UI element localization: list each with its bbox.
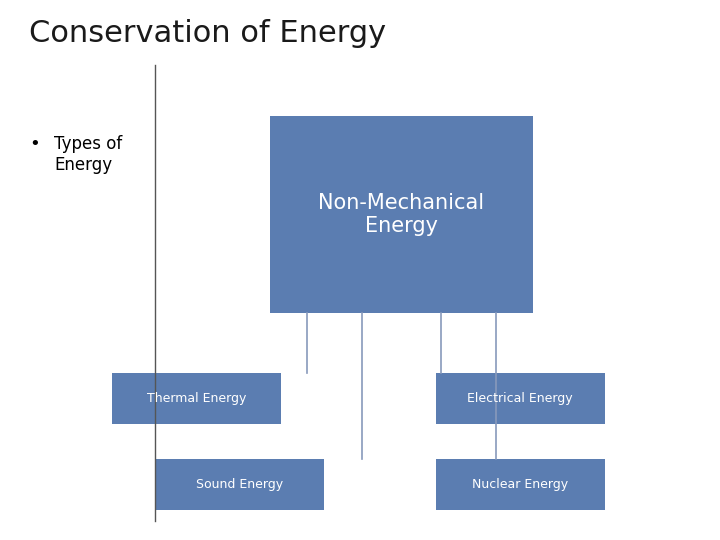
Text: Sound Energy: Sound Energy [196,478,283,491]
Text: Electrical Energy: Electrical Energy [467,392,573,405]
Text: Types of
Energy: Types of Energy [54,135,122,174]
FancyBboxPatch shape [270,116,533,313]
FancyBboxPatch shape [436,459,605,510]
FancyBboxPatch shape [112,373,281,424]
FancyBboxPatch shape [155,459,324,510]
Text: Non-Mechanical
Energy: Non-Mechanical Energy [318,193,485,237]
Text: Nuclear Energy: Nuclear Energy [472,478,568,491]
Text: Conservation of Energy: Conservation of Energy [29,19,386,48]
Text: Thermal Energy: Thermal Energy [146,392,246,405]
FancyBboxPatch shape [436,373,605,424]
Text: •: • [29,135,40,153]
